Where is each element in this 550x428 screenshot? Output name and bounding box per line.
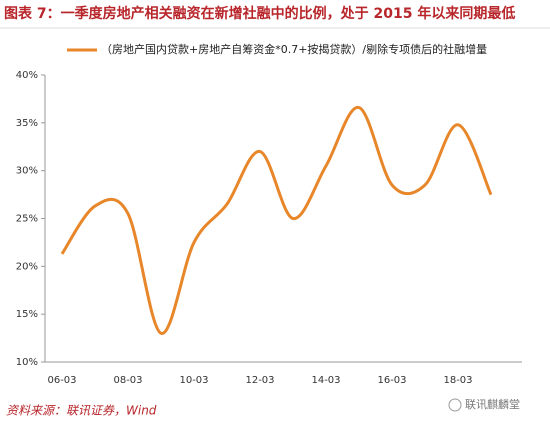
x-tick-label: 08-03 [113, 375, 142, 386]
chart-title: 图表 7：一季度房地产相关融资在新增社融中的比例，处于 2015 年以来同期最低 [4, 5, 515, 22]
y-tick-label: 15% [16, 309, 38, 320]
y-tick-label: 35% [16, 118, 38, 129]
x-tick-label: 10-03 [179, 375, 208, 386]
legend-entry: （房地产国内贷款+房地产自筹资金*0.7+按揭贷款）/剔除专项债后的社融增量 [101, 42, 487, 56]
watermark-icon [448, 398, 462, 412]
y-tick-label: 20% [16, 261, 38, 272]
watermark: 联讯麒麟堂 [465, 397, 520, 411]
x-tick-label: 18-03 [443, 375, 472, 386]
x-tick-label: 06-03 [47, 375, 76, 386]
y-tick-label: 25% [16, 214, 38, 225]
y-tick-label: 10% [16, 357, 38, 368]
y-tick-label: 30% [16, 166, 38, 177]
x-tick-label: 16-03 [377, 375, 406, 386]
series-line [60, 106, 493, 335]
source: 资料来源：联讯证券，Wind [6, 404, 157, 418]
y-tick-label: 40% [16, 70, 38, 81]
x-tick-label: 12-03 [245, 375, 274, 386]
x-tick-label: 14-03 [311, 375, 340, 386]
